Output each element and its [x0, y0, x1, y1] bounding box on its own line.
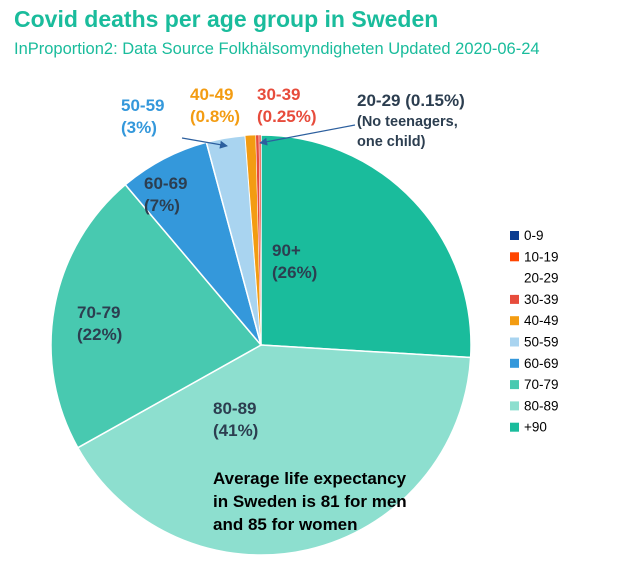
- legend-swatch-plus-90: [510, 422, 519, 432]
- legend-label-0-9: 0-9: [524, 228, 544, 243]
- chart-title: Covid deaths per age group in Sweden: [14, 6, 439, 32]
- legend-label-30-39: 30-39: [524, 292, 559, 307]
- callout-arrows: [181, 124, 356, 149]
- slice-label-20-29: 20-29 (0.15%) (No teenagers, one child): [357, 91, 465, 150]
- legend-label-80-89: 80-89: [524, 398, 559, 413]
- legend-swatch-30-39: [510, 294, 519, 304]
- legend-label-70-79: 70-79: [524, 377, 559, 392]
- legend-item-60-69: 60-69: [510, 356, 559, 371]
- legend-swatch-0-9: [510, 231, 519, 240]
- legend-label-10-19: 10-19: [524, 249, 559, 264]
- legend-swatch-50-59: [510, 337, 519, 347]
- legend: 0-9 10-19 20-29 30-39 40-49 50-59 60-69 70-79 80…: [510, 228, 559, 435]
- annotation-text: Average life expectancy in Sweden is 81 f…: [213, 469, 407, 534]
- chart-subtitle: InProportion2: Data Source Folkhälsomynd…: [14, 40, 540, 58]
- arrow-50-59: [181, 137, 228, 149]
- arrow-20-29: [259, 124, 356, 146]
- annotation-life-expectancy: Average life expectancy in Sweden is 81 f…: [213, 469, 407, 534]
- slice-label-30-39: 30-39 (0.25%): [257, 85, 317, 126]
- legend-swatch-10-19: [510, 252, 519, 262]
- legend-item-70-79: 70-79: [510, 377, 559, 392]
- legend-item-40-49: 40-49: [510, 313, 559, 328]
- legend-item-10-19: 10-19: [510, 249, 559, 264]
- pie-slice-80-89: [76, 344, 472, 556]
- slice-label-70-79: 70-79 (22%): [77, 303, 122, 344]
- legend-swatch-60-69: [510, 358, 519, 368]
- slice-label-80-89: 80-89 (41%): [213, 399, 258, 440]
- slice-label-50-59: 50-59 (3%): [121, 96, 164, 137]
- legend-label-20-29: 20-29: [524, 271, 559, 286]
- legend-item-80-89: 80-89: [510, 398, 559, 413]
- pie-slice-20-29: [258, 134, 262, 346]
- pie-slice-plus-90: [260, 134, 472, 359]
- legend-label-60-69: 60-69: [524, 356, 559, 371]
- slice-label-plus-90: 90+ (26%): [272, 241, 317, 282]
- pie-slices: [50, 134, 472, 556]
- legend-item-0-9: 0-9: [510, 228, 544, 243]
- slice-labels: 90+ (26%) 80-89 (41%) 70-79 (22%) 60-69 (7%) 50-…: [77, 85, 465, 440]
- legend-label-plus-90: +90: [524, 420, 547, 435]
- legend-label-40-49: 40-49: [524, 313, 559, 328]
- pie-slice-70-79: [50, 183, 263, 449]
- legend-item-30-39: 30-39: [510, 292, 559, 307]
- legend-swatch-40-49: [510, 316, 519, 326]
- legend-swatch-80-89: [510, 401, 519, 411]
- legend-item-20-29: 20-29: [524, 271, 559, 286]
- legend-label-50-59: 50-59: [524, 335, 559, 350]
- legend-item-plus-90: +90: [510, 420, 547, 435]
- legend-swatch-70-79: [510, 380, 519, 390]
- slice-label-40-49: 40-49 (0.8%): [190, 85, 240, 126]
- slice-label-60-69: 60-69 (7%): [144, 174, 187, 215]
- legend-item-50-59: 50-59: [510, 335, 559, 350]
